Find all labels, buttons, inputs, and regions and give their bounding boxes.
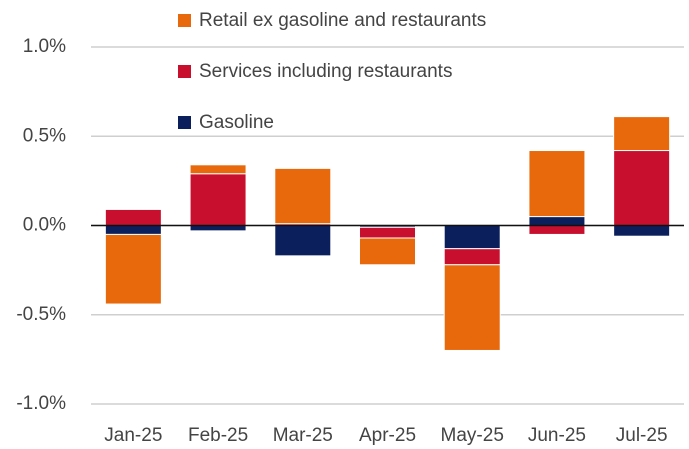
x-tick-label: Jan-25 [104,425,162,446]
bar-segment [274,167,332,225]
legend-label: Retail ex gasoline and restaurants [199,10,486,31]
bar-segment [613,225,671,237]
bar-segment [359,226,416,239]
bar-segment [104,233,162,305]
x-tick-label: May-25 [441,425,504,446]
x-tick-label: Mar-25 [273,425,333,446]
bar-segment [443,248,501,266]
x-tick-label: Feb-25 [188,425,248,446]
y-tick-label: -1.0% [16,393,66,414]
y-tick-label: 0.5% [23,125,66,146]
y-tick-label: -0.5% [16,304,66,325]
legend-swatch [178,14,191,27]
bar-segment [443,264,501,351]
bar-segment [528,150,586,218]
bar-segment [189,164,247,175]
bar-segment [104,225,162,235]
y-tick-label: 1.0% [23,36,66,57]
bar-segment [528,216,586,226]
bar-segment [613,116,671,152]
x-tick-label: Jul-25 [616,425,668,446]
bar-segment [189,173,247,226]
bar-segment [528,225,586,235]
x-tick-label: Jun-25 [528,425,586,446]
legend-label: Services including restaurants [199,61,452,82]
bar-segment [274,225,332,257]
legend-swatch [178,116,191,129]
bar-segment [443,225,501,250]
bar-segment [613,150,671,226]
bar-segment [104,208,162,226]
legend-label: Gasoline [199,112,274,133]
x-tick-label: Apr-25 [359,425,416,446]
bar-segment [359,237,416,266]
legend-swatch [178,65,191,78]
bar-segment [189,225,247,232]
y-tick-label: 0.0% [23,215,66,236]
